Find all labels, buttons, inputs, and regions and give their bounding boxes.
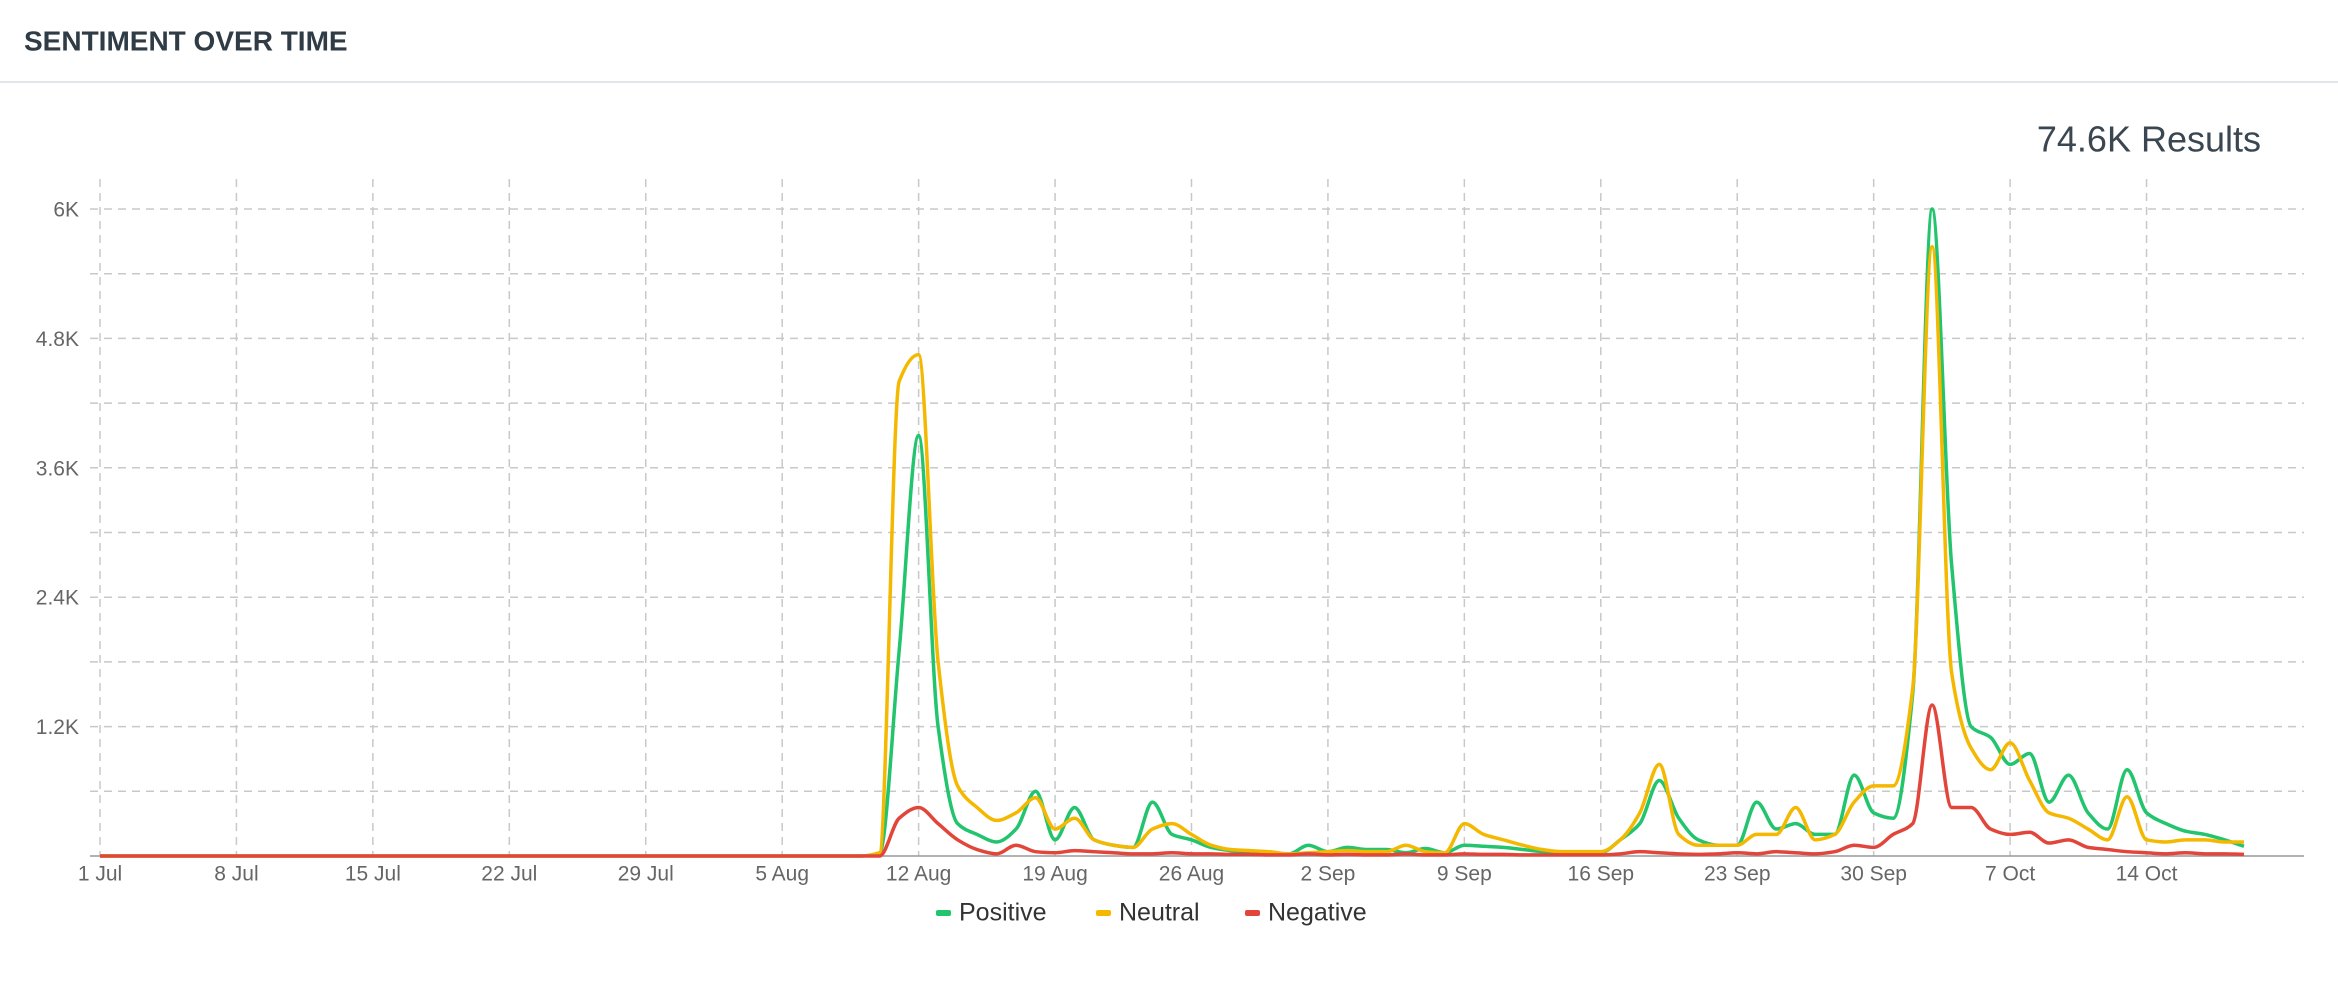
x-tick-label: 26 Aug: [1159, 863, 1224, 886]
x-tick-label: 1 Jul: [78, 863, 122, 886]
legend-swatch: [1245, 910, 1260, 916]
x-tick-label: 29 Jul: [618, 863, 674, 886]
legend-label: Positive: [959, 899, 1047, 927]
x-tick-label: 12 Aug: [886, 863, 951, 886]
legend-label: Negative: [1268, 899, 1367, 927]
results-count: 74.6K Results: [2037, 119, 2261, 160]
x-tick-label: 19 Aug: [1022, 863, 1087, 886]
y-tick-label: 3.6K: [36, 457, 79, 480]
x-tick-label: 8 Jul: [214, 863, 258, 886]
x-tick-label: 9 Sep: [1437, 863, 1492, 886]
x-tick-label: 15 Jul: [345, 863, 401, 886]
x-tick-label: 2 Sep: [1300, 863, 1355, 886]
y-tick-label: 1.2K: [36, 716, 79, 739]
legend-swatch: [1096, 910, 1111, 916]
y-tick-label: 4.8K: [36, 328, 79, 351]
y-tick-label: 6K: [53, 199, 79, 222]
legend-label: Neutral: [1119, 899, 1200, 927]
x-tick-label: 5 Aug: [755, 863, 809, 886]
x-tick-label: 23 Sep: [1704, 863, 1771, 886]
x-tick-label: 14 Oct: [2116, 863, 2178, 886]
x-tick-label: 7 Oct: [1985, 863, 2035, 886]
y-tick-label: 2.4K: [36, 587, 79, 610]
chart-title: SENTIMENT OVER TIME: [24, 25, 348, 56]
x-tick-label: 30 Sep: [1840, 863, 1907, 886]
x-tick-label: 22 Jul: [481, 863, 537, 886]
legend-swatch: [936, 910, 951, 916]
x-tick-label: 16 Sep: [1568, 863, 1635, 886]
series-line: [100, 703, 2245, 858]
